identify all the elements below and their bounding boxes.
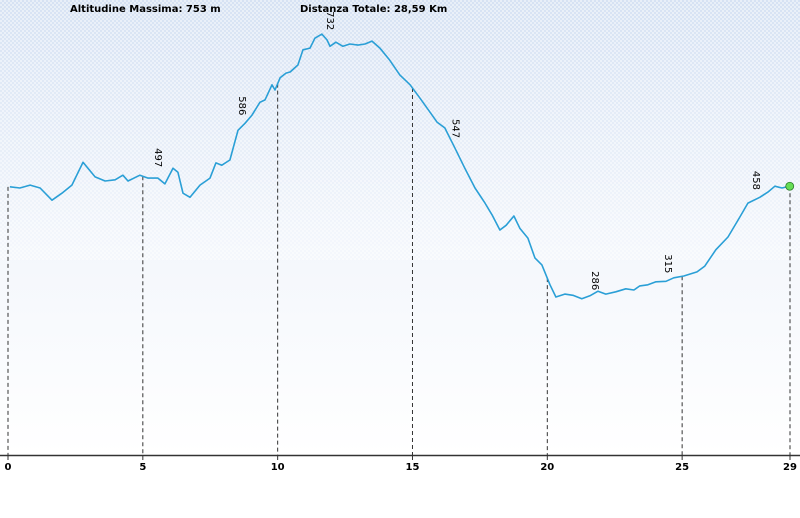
total-distance: Distanza Totale: 28,59 Km [300, 4, 447, 15]
elevation-label: 547 [450, 119, 461, 138]
elevation-label: 586 [236, 96, 247, 115]
x-tick-label: 10 [271, 462, 285, 473]
plot-texture [0, 0, 800, 260]
end-marker [785, 181, 795, 191]
elevation-line [9, 33, 790, 300]
max-altitude: Altitudine Massima: 753 m [70, 4, 221, 15]
x-tick-label: 20 [540, 462, 554, 473]
elevation-label: 286 [589, 271, 600, 290]
x-tick-label: 15 [406, 462, 420, 473]
x-tick-label: 29 [783, 462, 797, 473]
elevation-label: 732 [324, 11, 335, 30]
x-tick-label: 0 [5, 462, 12, 473]
elevation-label: 315 [662, 254, 673, 273]
elevation-label: 497 [152, 148, 163, 167]
x-tick-label: 25 [675, 462, 689, 473]
x-tick-label: 5 [139, 462, 146, 473]
elevation-label: 458 [750, 171, 761, 190]
